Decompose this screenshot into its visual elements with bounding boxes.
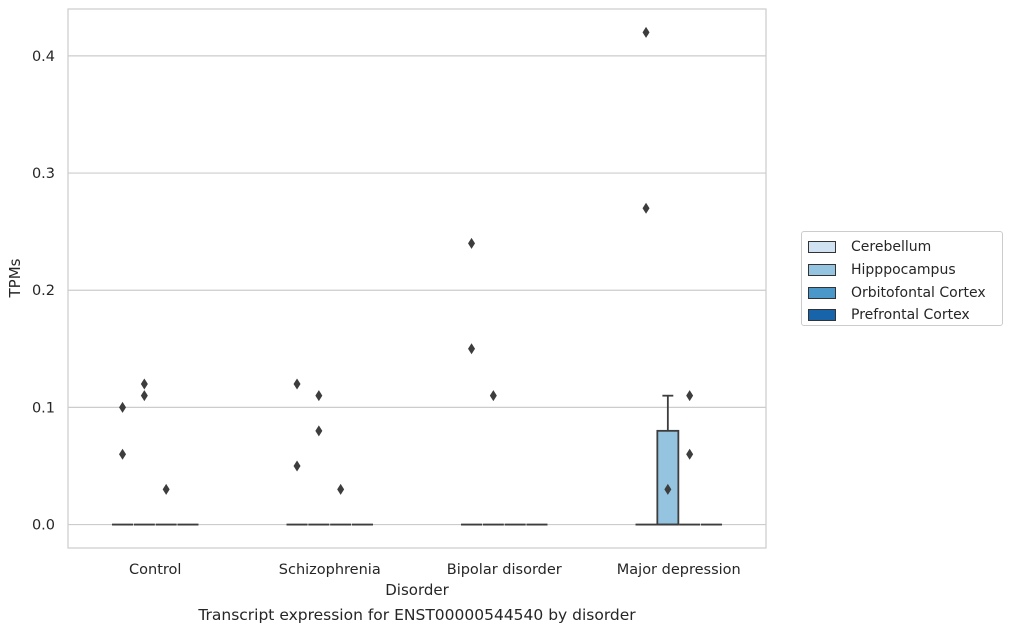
legend-swatch (808, 309, 836, 322)
x-tick-label: Control (129, 562, 181, 578)
y-axis-label: TPMs (6, 258, 24, 298)
legend-swatch (808, 286, 836, 299)
legend: Cerebellum Hipppocampus Orbitofontal Corte… (801, 231, 1003, 326)
y-tick-label: 0.0 (32, 518, 55, 534)
legend-item: Cerebellum (808, 236, 1002, 259)
legend-label: Orbitofontal Cortex (851, 284, 986, 301)
box (656, 429, 680, 526)
legend-swatch (808, 264, 836, 277)
x-axis-label: Disorder (385, 581, 449, 599)
box-plot (656, 394, 680, 526)
outlier-point (468, 343, 476, 355)
outlier-point (140, 390, 148, 402)
outlier-point (642, 26, 650, 38)
chart-caption: Transcript expression for ENST0000054454… (198, 606, 636, 624)
legend-item: Hipppocampus (808, 259, 1002, 282)
plot-frame (67, 8, 767, 549)
outlier-point (119, 448, 127, 460)
y-tick-label: 0.3 (32, 166, 55, 182)
outlier-point (642, 202, 650, 214)
outlier-point (337, 483, 345, 495)
legend-label: Prefrontal Cortex (851, 307, 970, 324)
outlier-point (489, 390, 497, 402)
outlier-point (315, 425, 323, 437)
outlier-point (664, 483, 672, 495)
y-tick-label: 0.2 (32, 283, 55, 299)
outlier-point (293, 378, 301, 390)
y-tick-label: 0.1 (32, 400, 55, 416)
outlier-point (162, 483, 170, 495)
outlier-point (315, 390, 323, 402)
x-tick-label: Major depression (617, 562, 741, 578)
outlier-point (293, 460, 301, 472)
y-tick-labels: 0.0 0.1 0.2 0.3 0.4 (32, 49, 55, 534)
outlier-point (119, 401, 127, 413)
outlier-point (468, 237, 476, 249)
x-tick-label: Bipolar disorder (447, 562, 562, 578)
outlier-points (119, 26, 694, 495)
outlier-point (686, 448, 694, 460)
box-plots (112, 394, 722, 526)
outlier-point (686, 390, 694, 402)
outlier-point (140, 378, 148, 390)
legend-swatch (808, 241, 836, 254)
x-tick-label: Schizophrenia (279, 562, 381, 578)
legend-item: Prefrontal Cortex (808, 304, 1002, 327)
legend-label: Cerebellum (851, 239, 932, 256)
legend-label: Hipppocampus (851, 262, 956, 279)
y-tick-label: 0.4 (32, 49, 55, 65)
legend-item: Orbitofontal Cortex (808, 281, 1002, 304)
x-tick-labels: Control Schizophrenia Bipolar disorder Majo… (129, 562, 741, 578)
